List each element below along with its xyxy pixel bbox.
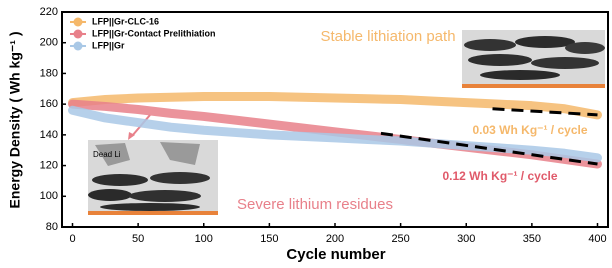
legend: LFP||Gr-CLC-16 LFP||Gr-Contact Prelithiat… bbox=[70, 16, 216, 50]
annotation: Stable lithiation path bbox=[320, 28, 455, 45]
graphite bbox=[480, 70, 560, 80]
y-tick-label: 160 bbox=[40, 98, 58, 110]
x-tick-label: 50 bbox=[132, 233, 144, 245]
graphite bbox=[150, 172, 210, 184]
graphite bbox=[468, 54, 532, 66]
legend-marker bbox=[74, 18, 83, 27]
inset-severe: Dead Li bbox=[88, 140, 218, 215]
legend-marker bbox=[74, 30, 83, 39]
x-tick-label: 300 bbox=[457, 233, 475, 245]
legend-marker bbox=[74, 42, 83, 51]
chart: Dead Li Stable lithiation path Severe li… bbox=[0, 0, 612, 263]
legend-label: LFP||Gr bbox=[92, 40, 125, 50]
y-tick-label: 140 bbox=[40, 129, 58, 141]
y-tick-label: 220 bbox=[40, 6, 58, 18]
graphite bbox=[129, 190, 201, 202]
y-tick-label: 80 bbox=[46, 221, 58, 233]
graphite bbox=[565, 42, 605, 54]
x-tick-label: 250 bbox=[391, 233, 409, 245]
annotation: Severe lithium residues bbox=[237, 196, 393, 213]
x-tick-label: 150 bbox=[260, 233, 278, 245]
graphite bbox=[88, 189, 132, 201]
annotation: 0.12 Wh Kg⁻¹ / cycle bbox=[442, 169, 557, 183]
y-tick-label: 200 bbox=[40, 37, 58, 49]
page: Dead Li Stable lithiation path Severe li… bbox=[0, 0, 612, 263]
inset-stable bbox=[462, 30, 605, 88]
graphite bbox=[92, 174, 148, 186]
dead-li-label: Dead Li bbox=[93, 150, 121, 159]
y-tick-label: 120 bbox=[40, 159, 58, 171]
x-axis-label: Cycle number bbox=[286, 246, 385, 263]
y-axis-label: Energy Density ( Wh kg⁻¹ ) bbox=[7, 32, 23, 209]
legend-label: LFP||Gr-Contact Prelithiation bbox=[92, 28, 216, 38]
x-tick-label: 350 bbox=[523, 233, 541, 245]
graphite bbox=[464, 39, 516, 51]
legend-label: LFP||Gr-CLC-16 bbox=[92, 16, 159, 26]
y-tick-label: 100 bbox=[40, 190, 58, 202]
x-tick-label: 400 bbox=[588, 233, 606, 245]
graphite bbox=[100, 203, 200, 211]
annotation: 0.03 Wh Kg⁻¹ / cycle bbox=[472, 123, 587, 137]
current-collector bbox=[88, 211, 218, 215]
y-tick-label: 180 bbox=[40, 67, 58, 79]
x-tick-label: 0 bbox=[69, 233, 75, 245]
x-tick-label: 100 bbox=[195, 233, 213, 245]
graphite bbox=[531, 57, 599, 69]
x-tick-label: 200 bbox=[326, 233, 344, 245]
current-collector bbox=[462, 84, 605, 88]
